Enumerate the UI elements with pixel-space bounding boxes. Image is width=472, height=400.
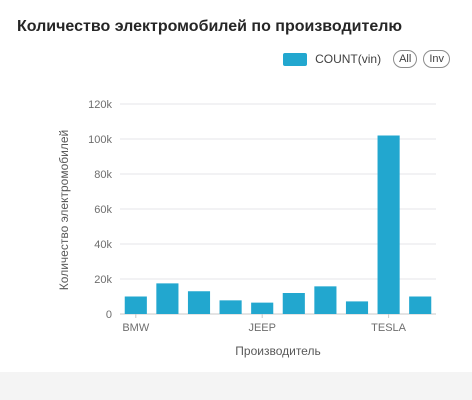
bar[interactable] [124,296,147,315]
legend-label[interactable]: COUNT(vin) [315,52,382,66]
y-tick-label: 60k [94,204,112,216]
x-tick-label: JEEP [248,322,276,334]
x-axis-title: Производитель [235,344,320,358]
y-tick-label: 100k [88,134,112,146]
x-tick-label: TESLA [371,322,407,334]
y-axis-title: Количество электромобилей [57,130,71,290]
bar[interactable] [156,283,179,314]
bar[interactable] [219,300,242,314]
y-tick-label: 0 [106,309,112,321]
legend-all-button[interactable]: All [393,50,418,68]
legend: COUNT(vin) All Inv [283,50,450,68]
bar[interactable] [187,291,211,314]
chart-card: Количество электромобилей по производите… [0,0,472,372]
bar[interactable] [409,296,432,315]
bar[interactable] [377,135,400,315]
chart-title: Количество электромобилей по производите… [17,18,403,35]
y-tick-label: 20k [94,274,112,286]
x-tick-label: BMW [122,322,150,334]
bar[interactable] [314,286,337,314]
y-tick-label: 120k [88,99,112,111]
bar[interactable] [251,302,274,314]
legend-invert-button[interactable]: Inv [423,50,450,68]
bar[interactable] [282,293,305,314]
bar-chart: 0 20k 40k 60k 80k 100k 120k BMW JEEP TESLA Колич… [57,99,436,358]
bar[interactable] [345,301,369,314]
y-tick-label: 80k [94,169,112,181]
legend-swatch[interactable] [283,52,308,66]
y-tick-label: 40k [94,239,112,251]
